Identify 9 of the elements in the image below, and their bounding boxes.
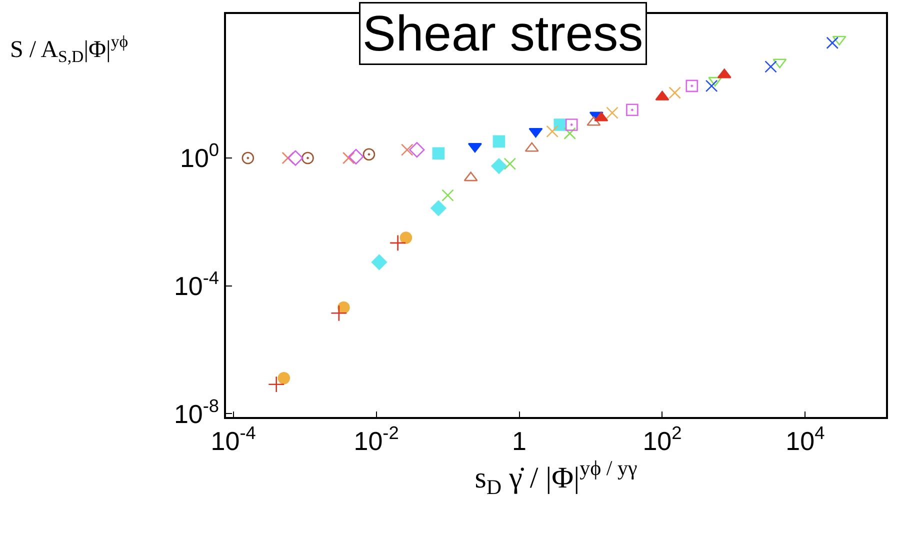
y-tick-label: 10$^{0}$ [180,140,220,174]
x-tick-label: 1 [512,426,526,456]
y-tick-label: 10$^{-4}$ [174,268,220,301]
y-axis-title: S / A$_{S,D}$|Φ|$^{yϕ}$ [10,32,128,66]
x-axis-title: s$_{D}$ γ̇ / |Φ|$^{yϕ / yγ}$ [474,456,638,499]
x-tick-label: 10$^{-2}$ [354,423,399,456]
x-tick-label: 10$^{2}$ [642,423,682,456]
x-tick-label: 10$^{4}$ [786,423,825,456]
chart-title: Shear stress [362,6,644,62]
